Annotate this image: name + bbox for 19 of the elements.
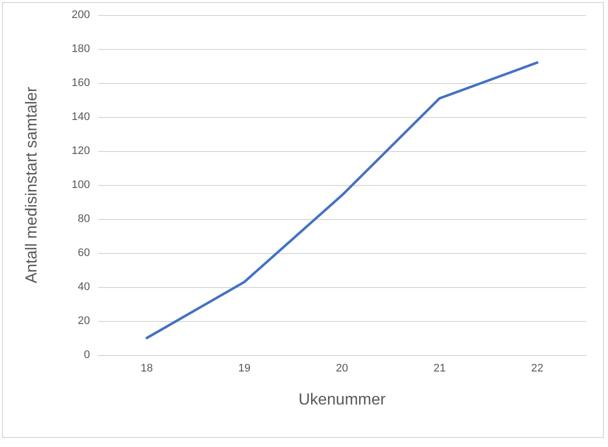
y-tick-label: 180 <box>72 43 90 55</box>
x-tick-label: 18 <box>140 362 153 374</box>
y-tick-label: 0 <box>84 349 90 361</box>
y-tick-label: 60 <box>78 247 90 259</box>
y-tick-label: 40 <box>78 281 90 293</box>
y-axis-title: Antall medisinstart samtaler <box>24 86 40 284</box>
y-tick-label: 160 <box>72 77 90 89</box>
y-tick-label: 120 <box>72 145 90 157</box>
y-tick-label: 200 <box>72 9 90 21</box>
x-axis-title: Ukenummer <box>298 392 386 408</box>
y-tick-label: 20 <box>78 315 90 327</box>
y-tick-label: 100 <box>72 179 90 191</box>
y-tick-label: 140 <box>72 111 90 123</box>
x-tick-label: 21 <box>433 362 446 374</box>
x-tick-label: 19 <box>238 362 251 374</box>
x-tick-label: 22 <box>531 362 544 374</box>
y-tick-label: 80 <box>78 213 90 225</box>
x-tick-label: 20 <box>336 362 348 374</box>
line-series <box>146 61 538 340</box>
